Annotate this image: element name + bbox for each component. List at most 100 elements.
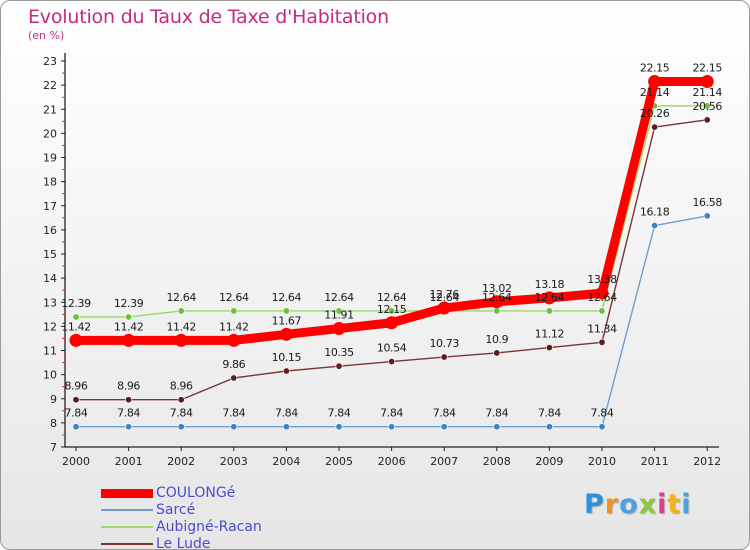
data-label: 12.64	[272, 291, 302, 304]
data-label: 13.02	[482, 282, 512, 295]
data-label: 22.15	[640, 62, 670, 75]
x-tick-label: 2012	[693, 455, 721, 468]
data-label: 12.64	[587, 291, 617, 304]
data-point	[335, 423, 343, 431]
data-label: 20.56	[692, 100, 722, 113]
logo-letter: o	[619, 489, 639, 520]
data-point	[72, 396, 80, 404]
data-point	[388, 423, 396, 431]
data-label: 12.64	[377, 291, 407, 304]
x-tick-label: 2001	[115, 455, 143, 468]
data-point	[230, 307, 238, 315]
data-point	[703, 102, 711, 110]
data-label: 7.84	[117, 407, 140, 420]
data-label: 10.54	[377, 342, 407, 355]
data-point	[282, 307, 290, 315]
data-point	[335, 362, 343, 370]
data-label: 16.18	[640, 206, 670, 219]
data-label: 8.96	[117, 380, 140, 393]
y-tick-label: 9	[50, 393, 57, 406]
data-point	[651, 123, 659, 131]
data-point	[598, 338, 606, 346]
data-point	[545, 307, 553, 315]
data-label: 11.67	[272, 314, 302, 327]
data-point	[598, 307, 606, 315]
data-label: 11.42	[219, 320, 249, 333]
data-point	[490, 295, 504, 309]
y-tick-label: 23	[43, 55, 57, 68]
y-tick-label: 11	[43, 345, 57, 358]
data-point	[385, 316, 399, 330]
legend-label: COULONGé	[156, 485, 236, 501]
data-label: 11.91	[324, 309, 354, 322]
x-tick-label: 2005	[325, 455, 353, 468]
data-point	[703, 212, 711, 220]
x-tick-label: 2007	[430, 455, 458, 468]
x-tick-label: 2004	[272, 455, 300, 468]
data-point	[125, 423, 133, 431]
data-label: 12.64	[166, 291, 196, 304]
data-label: 10.9	[485, 333, 508, 346]
data-point	[230, 374, 238, 382]
data-label: 12.64	[324, 291, 354, 304]
data-point	[227, 333, 241, 347]
y-tick-label: 19	[43, 152, 57, 165]
data-label: 21.14	[640, 86, 670, 99]
y-tick-label: 13	[43, 296, 57, 309]
proxiti-logo: Proxiti	[584, 489, 692, 520]
logo-letter: i	[681, 489, 692, 520]
x-tick-label: 2011	[641, 455, 669, 468]
data-point	[174, 333, 188, 347]
x-tick-label: 2000	[62, 455, 90, 468]
data-label: 7.84	[485, 407, 508, 420]
data-label: 8.96	[65, 380, 88, 393]
data-point	[437, 301, 451, 315]
y-tick-label: 10	[43, 369, 57, 382]
data-point	[542, 291, 556, 305]
data-point	[122, 333, 136, 347]
logo-letter: x	[638, 489, 658, 520]
data-point	[493, 307, 501, 315]
data-label: 7.84	[591, 407, 614, 420]
y-tick-label: 12	[43, 320, 57, 333]
x-tick-label: 2002	[167, 455, 195, 468]
legend-label: Sarcé	[156, 502, 196, 518]
data-point	[177, 307, 185, 315]
data-point	[598, 423, 606, 431]
data-label: 12.64	[482, 291, 512, 304]
data-point	[177, 423, 185, 431]
logo-letter: P	[584, 489, 605, 520]
data-label: 20.26	[640, 107, 670, 120]
data-label: 11.42	[61, 320, 91, 333]
y-tick-label: 7	[50, 441, 57, 454]
data-point	[282, 367, 290, 375]
data-point	[595, 286, 609, 300]
data-label: 12.39	[61, 297, 91, 310]
data-point	[493, 423, 501, 431]
data-point	[230, 423, 238, 431]
data-label: 7.84	[433, 407, 456, 420]
data-label: 22.15	[692, 62, 722, 75]
y-tick-label: 15	[43, 248, 57, 261]
logo-letter: r	[604, 489, 620, 520]
data-point	[545, 423, 553, 431]
y-tick-label: 8	[50, 417, 57, 430]
data-point	[648, 75, 662, 89]
y-tick-label: 14	[43, 272, 57, 285]
data-label: 12.64	[535, 291, 565, 304]
y-tick-label: 21	[43, 103, 57, 116]
chart-title: Evolution du Taux de Taxe d'Habitation	[28, 6, 389, 28]
y-tick-label: 16	[43, 224, 57, 237]
data-label: 13.18	[535, 278, 565, 291]
data-label: 11.12	[535, 328, 565, 341]
data-label: 9.86	[222, 358, 245, 371]
x-tick-label: 2003	[220, 455, 248, 468]
data-label: 16.58	[692, 196, 722, 209]
data-point	[332, 322, 346, 336]
data-label: 12.76	[429, 288, 459, 301]
legend-label: Le Lude	[156, 536, 211, 550]
data-label: 12.64	[219, 291, 249, 304]
x-tick-label: 2010	[588, 455, 616, 468]
